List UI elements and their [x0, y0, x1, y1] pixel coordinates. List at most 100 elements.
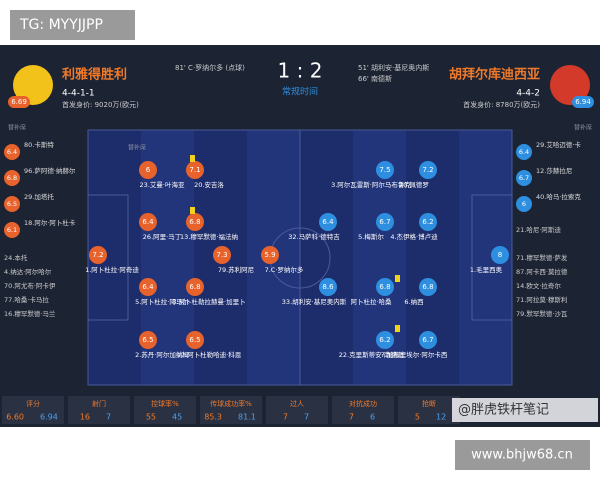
yellow-card [190, 155, 195, 162]
stat-box [200, 396, 262, 424]
stat-box [68, 396, 130, 424]
home-rating: 6.69 [11, 98, 27, 106]
stat-home: 6.60 [6, 413, 24, 422]
stat-home: 5 [415, 413, 420, 422]
match-status: 常规时间 [282, 86, 318, 98]
yellow-card [395, 275, 400, 282]
bench-name: 80.卡斯特 [24, 140, 54, 149]
player-name: 4.杰伊格·博卢迪 [390, 232, 438, 241]
player-name: 7.C·罗纳尔多 [265, 265, 304, 274]
bench-rating-badge [516, 170, 532, 186]
away-rating: 6.94 [575, 98, 591, 106]
player-rating-badge [419, 278, 437, 296]
player-rating-badge [261, 246, 279, 264]
player-rating-badge [376, 331, 394, 349]
bench-name: 29.加塔托 [24, 192, 54, 201]
stat-away: 7 [304, 413, 309, 422]
score: 1 : 2 [278, 59, 323, 83]
home-rating-badge [8, 96, 30, 108]
player-rating: 7.1 [189, 166, 200, 174]
bench-label: 替补席 [8, 124, 26, 132]
weibo-watermark: @胖虎铁杆笔记 [458, 402, 549, 418]
away-goal: 51' 胡利安·基尼奥内斯 [358, 63, 429, 72]
home-logo [13, 65, 53, 105]
player-rating: 5.9 [264, 251, 275, 259]
stat-label: 抢断 [422, 399, 436, 408]
stat-box [134, 396, 196, 424]
bench-name: 70.阿尤布·阿卡伊 [4, 281, 56, 290]
player-name: 5.梅斯尔 [358, 232, 384, 241]
player-name: 6.纳西 [404, 297, 424, 306]
bench-rating-badge [4, 222, 20, 238]
pitch-lines [87, 129, 513, 386]
watermark-box [455, 440, 590, 470]
bench-name: 87.阿卡西·莫拉德 [516, 267, 568, 276]
stat-home: 16 [80, 413, 90, 422]
player-rating: 6.7 [422, 336, 433, 344]
player-rating-badge [139, 213, 157, 231]
stat-away: 7 [106, 413, 111, 422]
stat-home: 85.3 [204, 413, 222, 422]
player-rating: 6.8 [422, 283, 433, 291]
player-rating-badge [186, 331, 204, 349]
stat-away: 6.94 [40, 413, 58, 422]
player-rating: 8.6 [322, 283, 334, 291]
player-rating: 6.4 [322, 218, 334, 226]
player-name: 17.阿卜杜勒哈迪·科恩 [177, 350, 242, 359]
bench-name: 4.纳达·阿尔哈尔 [4, 267, 52, 276]
player-rating-badge [419, 161, 437, 179]
stat-box [2, 396, 64, 424]
player-rating: 6.2 [379, 336, 390, 344]
player-name: 阿卜杜拉·哈桑 [350, 297, 392, 306]
player-name: 20.佩德罗 [399, 180, 429, 189]
stat-away: 81.1 [238, 413, 256, 422]
bench-rating-badge [4, 144, 20, 160]
yellow-card [395, 325, 400, 332]
bench-rating: 6.7 [519, 174, 529, 182]
player-rating: 6.5 [142, 336, 153, 344]
bench-name: 21.哈尼·阿斯迪 [516, 225, 561, 234]
player-name: 1.阿卜杜拉·阿奇迪 [85, 265, 139, 274]
stat-box [398, 396, 460, 424]
stat-home: 7 [349, 413, 354, 422]
player-rating-badge [319, 213, 337, 231]
bench-name: 18.阿尔·阿卜杜卡 [24, 218, 76, 227]
player-rating-badge [376, 213, 394, 231]
bench-name: 79.默罕默德·沙瓦 [516, 309, 568, 318]
bench-rating: 6.5 [7, 200, 17, 208]
bench-name: 16.穆罕默德·马兰 [4, 309, 56, 318]
player-rating: 7.5 [379, 166, 390, 174]
watermark-bottom: www.bhjw68.cn [471, 448, 573, 463]
player-rating: 8 [498, 251, 502, 259]
player-name: 79.苏利阿尼 [218, 265, 254, 274]
stat-away: 12 [436, 413, 446, 422]
bench-name: 40.哈马·拉索克 [536, 192, 581, 201]
player-rating-badge [186, 213, 204, 231]
player-rating: 6 [146, 166, 151, 174]
player-rating: 7.2 [92, 251, 103, 259]
home-goal: 81' C·罗纳尔多 (点球) [175, 63, 245, 72]
bench-rating-badge [516, 144, 532, 160]
stat-away: 6 [370, 413, 375, 422]
away-value: 首发身价: 8780万(欧元) [463, 100, 540, 109]
stat-home: 55 [146, 413, 156, 422]
bench-name: 71.穆罕默德·萨发 [516, 253, 568, 262]
bench-name: 14.欧文·拉奇尔 [516, 281, 561, 290]
player-rating-badge [213, 246, 231, 264]
player-rating: 7.3 [216, 251, 227, 259]
bench-rating-badge [4, 170, 20, 186]
bench-rating: 6 [522, 200, 526, 208]
stat-label: 射门 [92, 399, 106, 408]
player-name: 22.克里斯蒂安·南德斯 [339, 350, 404, 359]
player-rating: 6.2 [422, 218, 433, 226]
bench-rating: 6.4 [7, 148, 17, 156]
player-name: 23.艾曼·叶海亚 [140, 180, 185, 189]
player-rating-badge [376, 278, 394, 296]
player-rating: 6.8 [379, 283, 390, 291]
stat-home: 7 [283, 413, 288, 422]
bench-rating: 6.1 [7, 226, 17, 234]
bench-name: 96.萨阿德·纳赫尔 [24, 166, 76, 175]
weibo-box [452, 398, 598, 422]
player-rating-badge [139, 278, 157, 296]
player-name: 3.阿尔瓦雷斯·阿尔马布鲁克 [331, 180, 411, 189]
